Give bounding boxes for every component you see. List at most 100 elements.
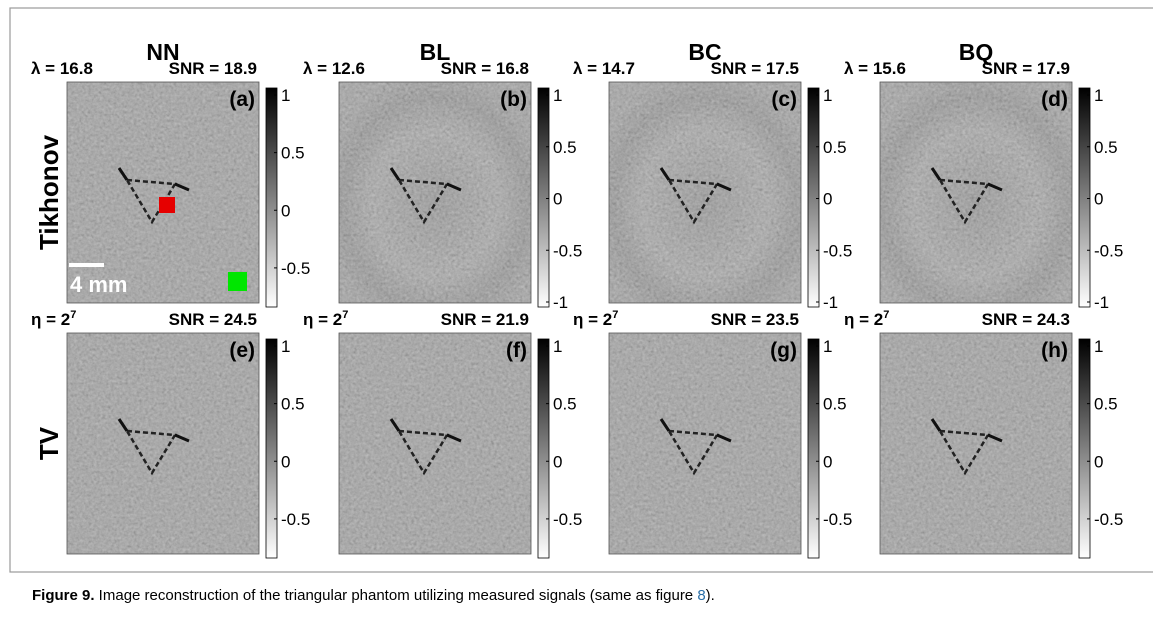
panel-letter: (b) — [500, 88, 527, 111]
colorbar-label: 1 — [1094, 86, 1103, 105]
colorbar-label: 1 — [1094, 337, 1103, 356]
phantom-edge — [666, 178, 720, 225]
column-header: BC — [688, 39, 721, 65]
colorbar-label: -0.5 — [823, 241, 852, 260]
colorbar-label: -1 — [553, 293, 568, 312]
phantom-edge — [396, 429, 450, 476]
colorbar-label: -0.5 — [1094, 510, 1123, 529]
parameter-text: η = 2 — [844, 310, 883, 329]
image-texture — [339, 333, 531, 554]
image-border — [66, 332, 260, 555]
image-texture — [609, 82, 801, 303]
caption-ref: 8 — [697, 587, 705, 604]
colorbar-label: 0.5 — [823, 138, 847, 157]
phantom-edge — [937, 178, 991, 225]
colorbar-label: -0.5 — [1094, 241, 1123, 260]
colorbar-label: 0 — [553, 452, 562, 471]
colorbar — [1078, 87, 1091, 308]
colorbar-label: 0 — [1094, 190, 1103, 209]
column-header: BQ — [959, 39, 994, 65]
snr-label: SNR = 17.9 — [982, 59, 1070, 78]
phantom-edge — [659, 418, 732, 443]
phantom-edge — [666, 429, 720, 476]
reconstruction-image — [338, 332, 532, 555]
parameter-label: η = 27 — [844, 309, 889, 329]
colorbar — [1078, 338, 1091, 559]
snr-label: SNR = 17.5 — [711, 59, 799, 78]
colorbar-label: 1 — [823, 337, 832, 356]
parameter-text: η = 2 — [573, 310, 612, 329]
parameter-text: η = 2 — [31, 310, 70, 329]
colorbar-label: 0.5 — [281, 144, 305, 163]
reconstruction-image — [879, 81, 1073, 304]
image-border — [608, 332, 802, 555]
phantom-edge — [389, 167, 462, 192]
image-border — [608, 81, 802, 304]
image-texture — [609, 333, 801, 554]
colorbar-label: -0.5 — [553, 510, 582, 529]
colorbar-label: 0.5 — [1094, 395, 1118, 414]
figure-frame — [9, 7, 1153, 573]
phantom-edge — [930, 418, 1003, 443]
image-texture — [880, 82, 1072, 303]
reconstruction-image — [338, 81, 532, 304]
colorbar-label: 0.5 — [281, 395, 305, 414]
colorbar-label: 1 — [553, 337, 562, 356]
image-border — [879, 332, 1073, 555]
parameter-exponent: 7 — [70, 309, 76, 321]
snr-label: SNR = 18.9 — [169, 59, 257, 78]
row-label: Tikhonov — [34, 134, 64, 250]
colorbar-label: 0.5 — [1094, 138, 1118, 157]
colorbar-label: 0 — [281, 201, 290, 220]
colorbar-label: 0 — [553, 190, 562, 209]
reconstruction-image — [608, 81, 802, 304]
parameter-label: λ = 15.6 — [844, 59, 906, 78]
colorbar-label: 0 — [281, 452, 290, 471]
image-border — [879, 81, 1073, 304]
colorbar — [807, 338, 820, 559]
parameter-exponent: 7 — [883, 309, 889, 321]
colorbar — [265, 87, 278, 308]
parameter-text: λ = 16.8 — [31, 59, 93, 78]
phantom-edge — [396, 178, 450, 225]
parameter-text: λ = 15.6 — [844, 59, 906, 78]
snr-label: SNR = 21.9 — [441, 310, 529, 329]
column-header: BL — [420, 39, 451, 65]
colorbar-label: 0.5 — [823, 395, 847, 414]
caption: Figure 9. Image reconstruction of the tr… — [32, 587, 715, 604]
snr-label: SNR = 23.5 — [711, 310, 799, 329]
panel-letter: (d) — [1041, 88, 1068, 111]
image-texture — [67, 82, 259, 303]
reconstruction-image — [879, 332, 1073, 555]
image-texture — [880, 333, 1072, 554]
phantom-edge — [659, 167, 732, 192]
caption-text: Image reconstruction of the triangular p… — [95, 587, 698, 604]
colorbar-label: -0.5 — [281, 259, 310, 278]
parameter-label: η = 27 — [303, 309, 348, 329]
panel-letter: (a) — [229, 88, 255, 111]
background-roi — [228, 272, 247, 291]
parameter-exponent: 7 — [342, 309, 348, 321]
parameter-label: λ = 12.6 — [303, 59, 365, 78]
image-border — [338, 332, 532, 555]
parameter-label: η = 27 — [573, 309, 618, 329]
scale-bar-label: 4 mm — [70, 272, 127, 297]
parameter-exponent: 7 — [612, 309, 618, 321]
colorbar-label: 1 — [281, 86, 290, 105]
phantom-edge — [117, 167, 190, 192]
panel-letter: (g) — [770, 339, 797, 362]
snr-label: SNR = 24.5 — [169, 310, 257, 329]
colorbar-label: -1 — [1094, 293, 1109, 312]
colorbar-label: 0.5 — [553, 138, 577, 157]
colorbar-label: 1 — [823, 86, 832, 105]
colorbar — [807, 87, 820, 308]
parameter-label: λ = 14.7 — [573, 59, 635, 78]
colorbar-label: -0.5 — [553, 241, 582, 260]
colorbar-label: 1 — [281, 337, 290, 356]
panel-letter: (e) — [229, 339, 255, 362]
parameter-text: λ = 14.7 — [573, 59, 635, 78]
reconstruction-image — [608, 332, 802, 555]
parameter-text: λ = 12.6 — [303, 59, 365, 78]
colorbar-label: -0.5 — [281, 510, 310, 529]
